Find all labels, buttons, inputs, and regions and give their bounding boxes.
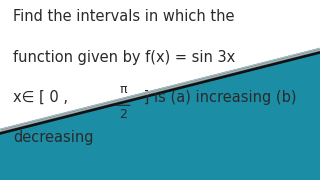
Text: Find the intervals in which the: Find the intervals in which the: [13, 9, 234, 24]
Text: x∈ [ 0 ,: x∈ [ 0 ,: [13, 90, 68, 105]
Text: decreasing: decreasing: [13, 130, 93, 145]
Text: function given by f(x) = sin 3x: function given by f(x) = sin 3x: [13, 50, 235, 65]
Text: ] is (a) increasing (b): ] is (a) increasing (b): [139, 90, 297, 105]
Polygon shape: [0, 49, 320, 180]
Polygon shape: [0, 48, 320, 131]
Text: 2: 2: [119, 108, 127, 121]
Text: π: π: [119, 83, 127, 96]
Polygon shape: [0, 49, 320, 134]
